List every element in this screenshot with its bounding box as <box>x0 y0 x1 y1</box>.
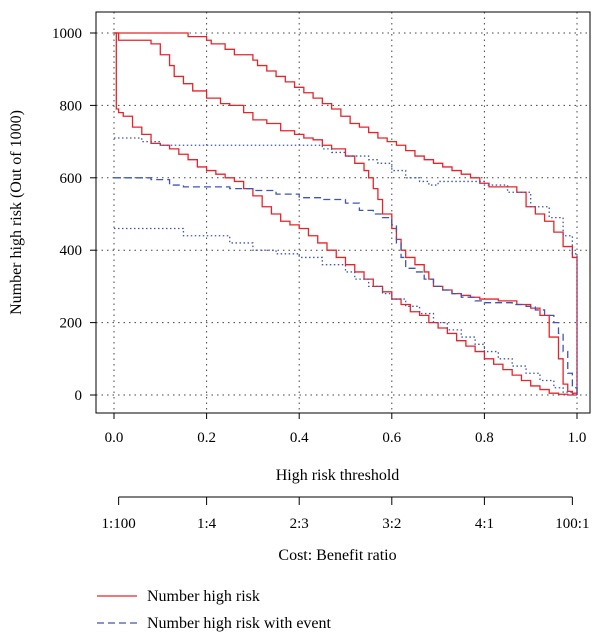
y-axis: 0 200 400 600 800 1000 <box>52 26 96 404</box>
series-line-middle-with-event <box>114 177 578 395</box>
y-tick-label: 1000 <box>52 26 82 42</box>
y-tick-label: 200 <box>60 316 83 332</box>
x-tick-label: 0.2 <box>197 430 216 446</box>
series-line-lower-number-high-risk <box>114 32 577 396</box>
y-axis-title: Number high risk (Out of 1000) <box>8 110 25 315</box>
x-axis: 0.0 0.2 0.4 0.6 0.8 1.0 <box>105 413 587 446</box>
x-axis-title: High risk threshold <box>276 467 400 484</box>
grid-lines <box>96 12 590 413</box>
y-tick-label: 600 <box>60 171 83 187</box>
cost-benefit-tick-label: 1:4 <box>197 516 217 532</box>
series-line-lower-with-event <box>114 227 578 395</box>
plot-frame <box>95 11 591 414</box>
series-line-upper-with-event <box>114 137 578 395</box>
cost-benefit-tick-label: 3:2 <box>382 516 401 532</box>
legend-label: Number high risk with event <box>147 615 332 632</box>
x-tick-label: 0.6 <box>382 430 401 446</box>
x-tick-label: 0.4 <box>290 430 309 446</box>
cost-benefit-tick-label: 4:1 <box>475 516 494 532</box>
cost-benefit-axis: 1:100 1:4 2:3 3:2 4:1 100:1 <box>102 496 589 532</box>
series-layer <box>114 32 578 396</box>
series-line-middle-number-high-risk <box>114 32 578 395</box>
cost-benefit-tick-label: 100:1 <box>555 516 589 532</box>
cost-benefit-tick-label: 1:100 <box>102 516 136 532</box>
y-tick-label: 400 <box>60 243 83 259</box>
legend: Number high risk Number high risk with ev… <box>97 588 332 632</box>
legend-label: Number high risk <box>147 588 260 605</box>
y-tick-label: 0 <box>75 388 83 404</box>
series-line-upper-number-high-risk <box>114 32 578 395</box>
y-tick-label: 800 <box>60 98 83 114</box>
cost-benefit-axis-title: Cost: Benefit ratio <box>278 547 396 564</box>
cost-benefit-tick-label: 2:3 <box>290 516 309 532</box>
x-tick-label: 1.0 <box>568 430 587 446</box>
x-tick-label: 0.0 <box>105 430 124 446</box>
x-tick-label: 0.8 <box>475 430 494 446</box>
